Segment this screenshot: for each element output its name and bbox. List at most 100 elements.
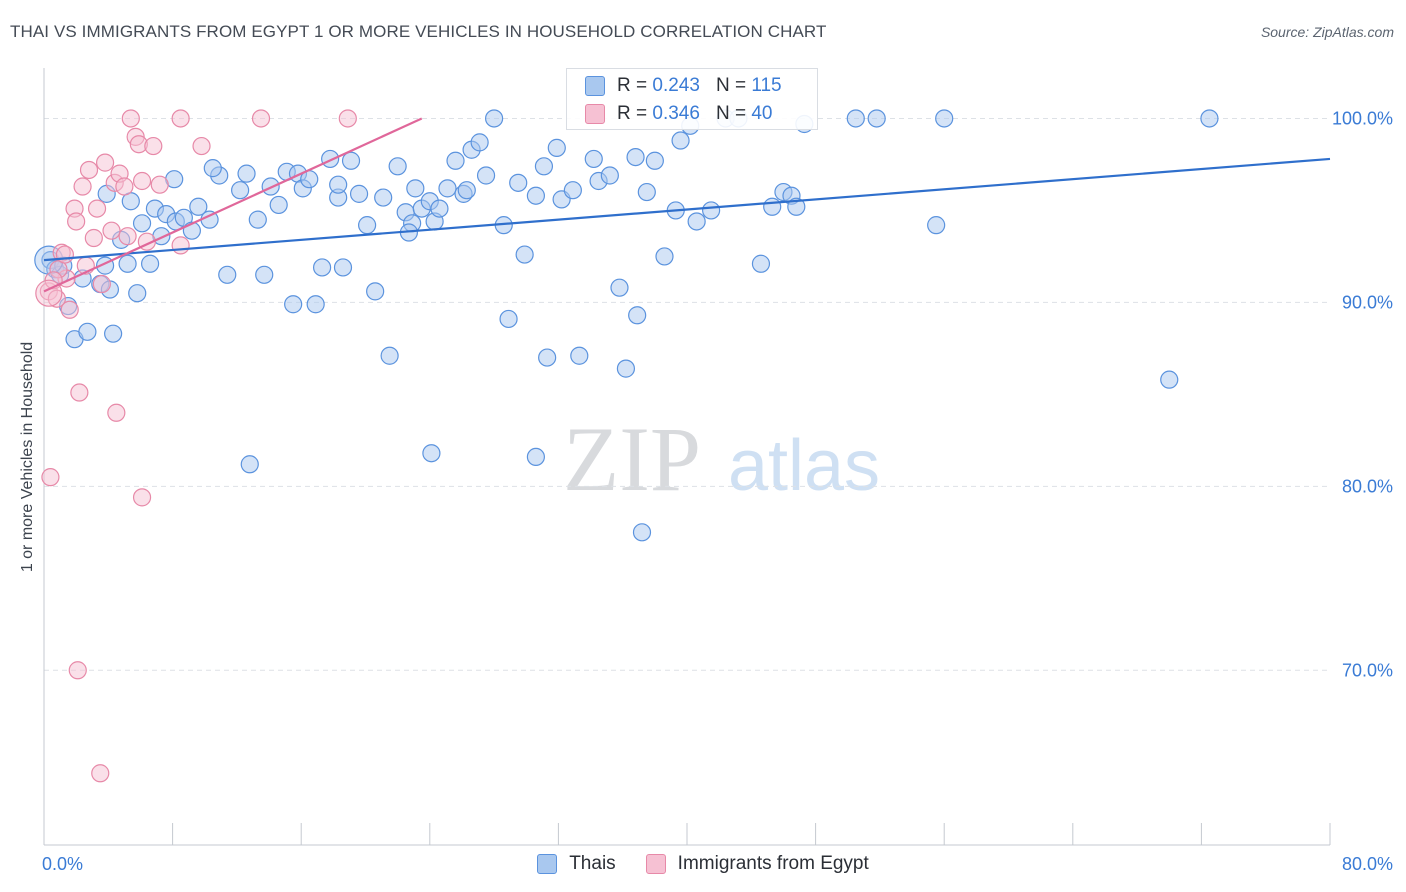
correlation-legend: R = 0.243 N = 115 R = 0.346 N = 40 [566,68,818,130]
thais-point [388,157,407,176]
thais-point [341,151,361,170]
thais-point [470,133,489,152]
thais-point [269,195,288,215]
thais-point [446,151,465,170]
thais-point [312,258,332,277]
egypt-point [55,245,74,264]
legend-n-label: N = [715,103,747,124]
thais-point [632,523,652,542]
legend-n-label: N = [715,75,747,96]
thais-point [78,322,97,341]
thais-point [616,359,636,378]
thais-point [600,166,619,185]
thais-point [255,265,274,284]
thais-point [1200,109,1219,128]
egypt-point [70,383,89,402]
legend-label-thais: Thais [569,853,616,874]
legend-row-thais: R = 0.243 N = 115 [585,73,782,99]
thais-point [509,173,528,192]
legend-item-egypt: Immigrants from Egypt [645,853,869,875]
legend-n-value: 40 [751,103,773,124]
thais-point [140,254,160,273]
thais-point [329,175,348,194]
thais-point [626,147,645,167]
egypt-point [95,153,115,172]
egypt-point [251,109,271,128]
egypt-point [91,764,110,783]
thais-point [333,258,353,277]
thais-point [655,247,674,266]
gridlines [44,117,1330,671]
egypt-point [115,177,134,196]
egypt-point [118,227,137,246]
thais-point [358,216,377,235]
thais-point [118,254,137,273]
legend-r-label: R = [617,103,648,124]
thais-point [374,188,393,207]
thais-point [570,346,589,365]
thais-point [637,182,656,202]
thais-point [306,295,325,314]
legend-label-egypt: Immigrants from Egypt [677,853,869,874]
y-tick-label: 80.0% [1342,476,1393,496]
thais-point [1160,370,1179,389]
egypt-trend-line [43,117,423,293]
egypt-point [41,468,60,487]
egypt-point [84,228,103,248]
thais-point [248,210,267,229]
thais-point [189,197,208,216]
egypt-point [102,221,121,240]
egypt-point [87,199,107,218]
thais-point [284,295,303,314]
thais-point [927,216,946,235]
thais-point [237,164,256,183]
egypt-point [68,661,87,680]
thais-point [499,309,518,329]
thais-point [366,282,385,301]
thais-point [132,214,152,233]
egypt-point [132,488,152,507]
thais-point [203,159,222,178]
thais-point [702,201,721,220]
egypt-point [338,109,357,128]
egypt-point [107,403,126,422]
thais-point [687,212,706,231]
egypt-point [192,136,211,156]
thais-point [671,131,690,150]
egypt-point [47,289,66,308]
thais-point [380,346,399,365]
y-tick-label: 100.0% [1332,108,1393,128]
thais-point [422,444,441,463]
thais-point [128,284,147,303]
thais-point [485,109,504,128]
egypt-point [121,109,140,128]
thais-point [787,197,806,216]
thais-point [438,179,457,198]
thais-point [547,138,566,157]
thais-point [751,254,771,273]
y-tick-label: 90.0% [1342,292,1393,312]
legend-r-label: R = [617,75,648,96]
thais-point [231,181,250,200]
egypt-point [73,177,92,196]
egypt-point [79,160,99,180]
thais-point [610,278,629,297]
thais-point [534,157,554,176]
source-label: Source: ZipAtlas.com [1260,24,1394,40]
x-tick-label: 80.0% [1342,854,1393,874]
thais-point [349,184,369,203]
thais-point [240,455,259,474]
egypt-point [171,236,190,255]
trend-lines [43,117,1331,293]
egypt-point [171,109,190,128]
thais-point [563,181,582,200]
watermark-atlas: atlas [728,426,880,506]
thais-point [218,265,237,284]
legend-swatch-egypt [585,104,605,124]
thais-point [406,179,425,198]
thais-trend-line [43,157,1331,262]
chart-title: THAI VS IMMIGRANTS FROM EGYPT 1 OR MORE … [10,22,827,41]
thais-point [846,109,865,128]
thais-point [867,109,886,128]
watermark-zip: ZIP [563,408,701,510]
